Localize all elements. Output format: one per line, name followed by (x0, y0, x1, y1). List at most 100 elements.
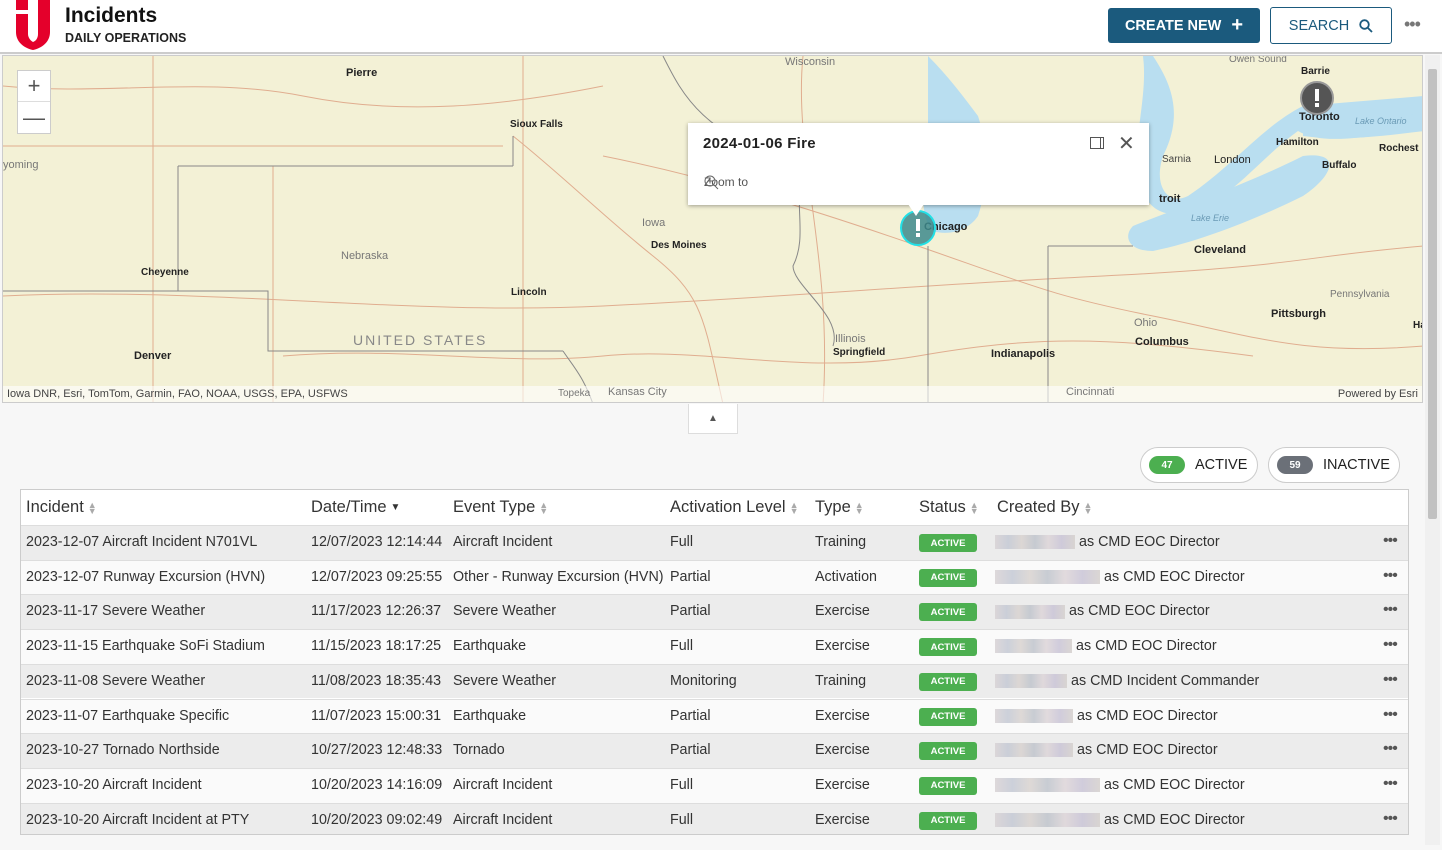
table-row[interactable]: 2023-11-17 Severe Weather 11/17/2023 12:2… (21, 594, 1408, 630)
map-label: Pennsylvania (1330, 289, 1390, 300)
sort-desc-icon: ▼ (390, 502, 401, 513)
incident-cell[interactable]: 2023-11-15 Earthquake SoFi Stadium (26, 638, 265, 655)
map-label: Cheyenne (141, 267, 189, 278)
column-header-event-type[interactable]: Event Type ▲ ▼ (453, 490, 548, 525)
active-count: 47 (1149, 456, 1185, 474)
row-actions-icon[interactable]: ••• (1383, 705, 1398, 723)
map-label: Pittsburgh (1271, 308, 1326, 320)
zoom-out-button[interactable]: — (23, 104, 45, 130)
row-actions-icon[interactable]: ••• (1383, 774, 1398, 792)
row-actions-icon[interactable]: ••• (1383, 670, 1398, 688)
activation-level-cell: Full (670, 534, 694, 550)
table-row[interactable]: 2023-10-27 Tornado Northside 10/27/2023 1… (21, 733, 1408, 768)
column-header-incident[interactable]: Incident ▲ ▼ (26, 490, 97, 525)
map-label: Ha (1413, 320, 1422, 331)
more-options-icon[interactable]: ••• (1404, 14, 1421, 34)
status-badge: ACTIVE (919, 672, 977, 691)
map-label: Rochest (1379, 143, 1419, 154)
map-label: UNITED STATES (353, 332, 488, 348)
incident-cell[interactable]: 2023-12-07 Runway Excursion (HVN) (26, 568, 266, 585)
map-label: Barrie (1301, 66, 1330, 77)
zoom-to-link[interactable]: Zoom to (704, 175, 748, 190)
map-label: Hamilton (1276, 137, 1319, 148)
row-actions-icon[interactable]: ••• (1383, 601, 1398, 619)
status-badge: ACTIVE (919, 568, 977, 587)
attribution-text: Iowa DNR, Esri, TomTom, Garmin, FAO, NOA… (7, 388, 348, 400)
type-cell: Exercise (815, 776, 870, 793)
table-row[interactable]: 2023-11-15 Earthquake SoFi Stadium 11/15/… (21, 629, 1408, 664)
column-header-status[interactable]: Status ▲ ▼ (919, 490, 979, 525)
incident-cell[interactable]: 2023-11-08 Severe Weather (26, 672, 206, 689)
status-badge: ACTIVE (919, 707, 977, 726)
map-label: Sioux Falls (510, 119, 563, 130)
map-label: Springfield (833, 347, 886, 358)
filter-inactive[interactable]: 59 INACTIVE (1268, 447, 1400, 483)
event-type-cell: Other - Runway Excursion (HVN) (453, 568, 664, 585)
scrollbar-thumb[interactable] (1428, 69, 1437, 519)
status-badge: ACTIVE (919, 742, 977, 761)
map-label: Denver (134, 350, 172, 362)
row-actions-icon[interactable]: ••• (1383, 532, 1398, 549)
activation-level-cell: Partial (670, 707, 711, 724)
datetime-cell: 11/15/2023 18:17:25 (311, 638, 442, 655)
redacted-name (995, 535, 1075, 550)
incident-cell[interactable]: 2023-11-07 Earthquake Specific (26, 707, 230, 724)
map-label: Cleveland (1194, 244, 1246, 256)
activation-level-cell: Full (670, 811, 694, 828)
table-row[interactable]: 2023-10-20 Aircraft Incident 10/20/2023 1… (21, 767, 1408, 803)
redacted-name (995, 639, 1072, 654)
table-row[interactable]: 2023-11-07 Earthquake Specific 11/07/2023… (21, 698, 1408, 734)
column-header-activation-level[interactable]: Activation Level ▲ ▼ (670, 490, 799, 525)
created-by-cell: as CMD EOC Director (995, 742, 1218, 758)
incident-cell[interactable]: 2023-12-07 Aircraft Incident N701VL (26, 534, 258, 550)
search-label: SEARCH (1288, 17, 1350, 34)
page-scrollbar[interactable] (1425, 55, 1440, 845)
table-row[interactable]: 2023-11-08 Severe Weather 11/08/2023 18:3… (21, 663, 1408, 699)
filter-active[interactable]: 47 ACTIVE (1140, 447, 1258, 483)
powered-by-esri[interactable]: Powered by Esri (1337, 388, 1418, 400)
map-label: Wisconsin (785, 56, 836, 68)
created-by-cell: as CMD EOC Director (995, 812, 1245, 828)
created-by-cell: as CMD EOC Director (995, 569, 1245, 585)
incident-cell[interactable]: 2023-10-20 Aircraft Incident (26, 776, 202, 793)
table-row[interactable]: 2023-12-07 Runway Excursion (HVN) 12/07/2… (21, 559, 1408, 595)
collapse-map-button[interactable]: ▲ (688, 404, 738, 434)
close-icon[interactable]: ✕ (1118, 133, 1135, 155)
map-zoom-controls: + — (17, 70, 51, 134)
incident-map[interactable]: + — Pierre Wisconsin Owen Sound Barrie T… (2, 55, 1423, 403)
activation-level-cell: Partial (670, 742, 711, 759)
incident-cell[interactable]: 2023-10-27 Tornado Northside (26, 742, 220, 759)
column-header-datetime[interactable]: Date/Time ▼ (311, 490, 400, 525)
column-header-type[interactable]: Type ▲ ▼ (815, 490, 864, 525)
redacted-name (995, 674, 1067, 689)
type-cell: Exercise (815, 811, 870, 828)
incident-marker-icon[interactable] (1299, 80, 1335, 116)
created-by-cell: as CMD EOC Director (995, 708, 1218, 724)
table-row[interactable]: 2023-12-07 Aircraft Incident N701VL 12/07… (21, 525, 1408, 560)
header-label: Created By (997, 498, 1080, 516)
sort-icon: ▲ ▼ (969, 499, 979, 516)
sort-icon: ▲ ▼ (789, 499, 799, 516)
type-cell: Exercise (815, 638, 870, 655)
row-actions-icon[interactable]: ••• (1383, 740, 1398, 758)
map-label: Columbus (1135, 336, 1189, 348)
dock-icon[interactable] (1090, 137, 1104, 149)
incident-cell[interactable]: 2023-10-20 Aircraft Incident at PTY (26, 811, 250, 828)
incident-cell[interactable]: 2023-11-17 Severe Weather (26, 603, 206, 620)
map-label: Topeka (558, 388, 591, 399)
inactive-count: 59 (1277, 456, 1313, 474)
row-actions-icon[interactable]: ••• (1383, 636, 1398, 654)
page-subtitle: DAILY OPERATIONS (65, 31, 187, 45)
create-new-label: CREATE NEW (1124, 17, 1222, 34)
created-by-role: as CMD EOC Director (1077, 707, 1218, 724)
incidents-table: Incident ▲ ▼ Date/Time ▼ Event Type ▲ ▼ Activ… (20, 489, 1409, 835)
row-actions-icon[interactable]: ••• (1383, 809, 1398, 827)
type-cell: Exercise (815, 707, 870, 724)
map-label: Toronto (1299, 111, 1340, 123)
zoom-in-button[interactable]: + (18, 71, 50, 102)
row-actions-icon[interactable]: ••• (1383, 566, 1398, 584)
table-row[interactable]: 2023-10-20 Aircraft Incident at PTY 10/20… (21, 802, 1408, 834)
search-button[interactable]: SEARCH (1270, 7, 1392, 44)
create-new-button[interactable]: CREATE NEW + (1108, 8, 1260, 43)
column-header-created-by[interactable]: Created By ▲ ▼ (997, 490, 1092, 525)
